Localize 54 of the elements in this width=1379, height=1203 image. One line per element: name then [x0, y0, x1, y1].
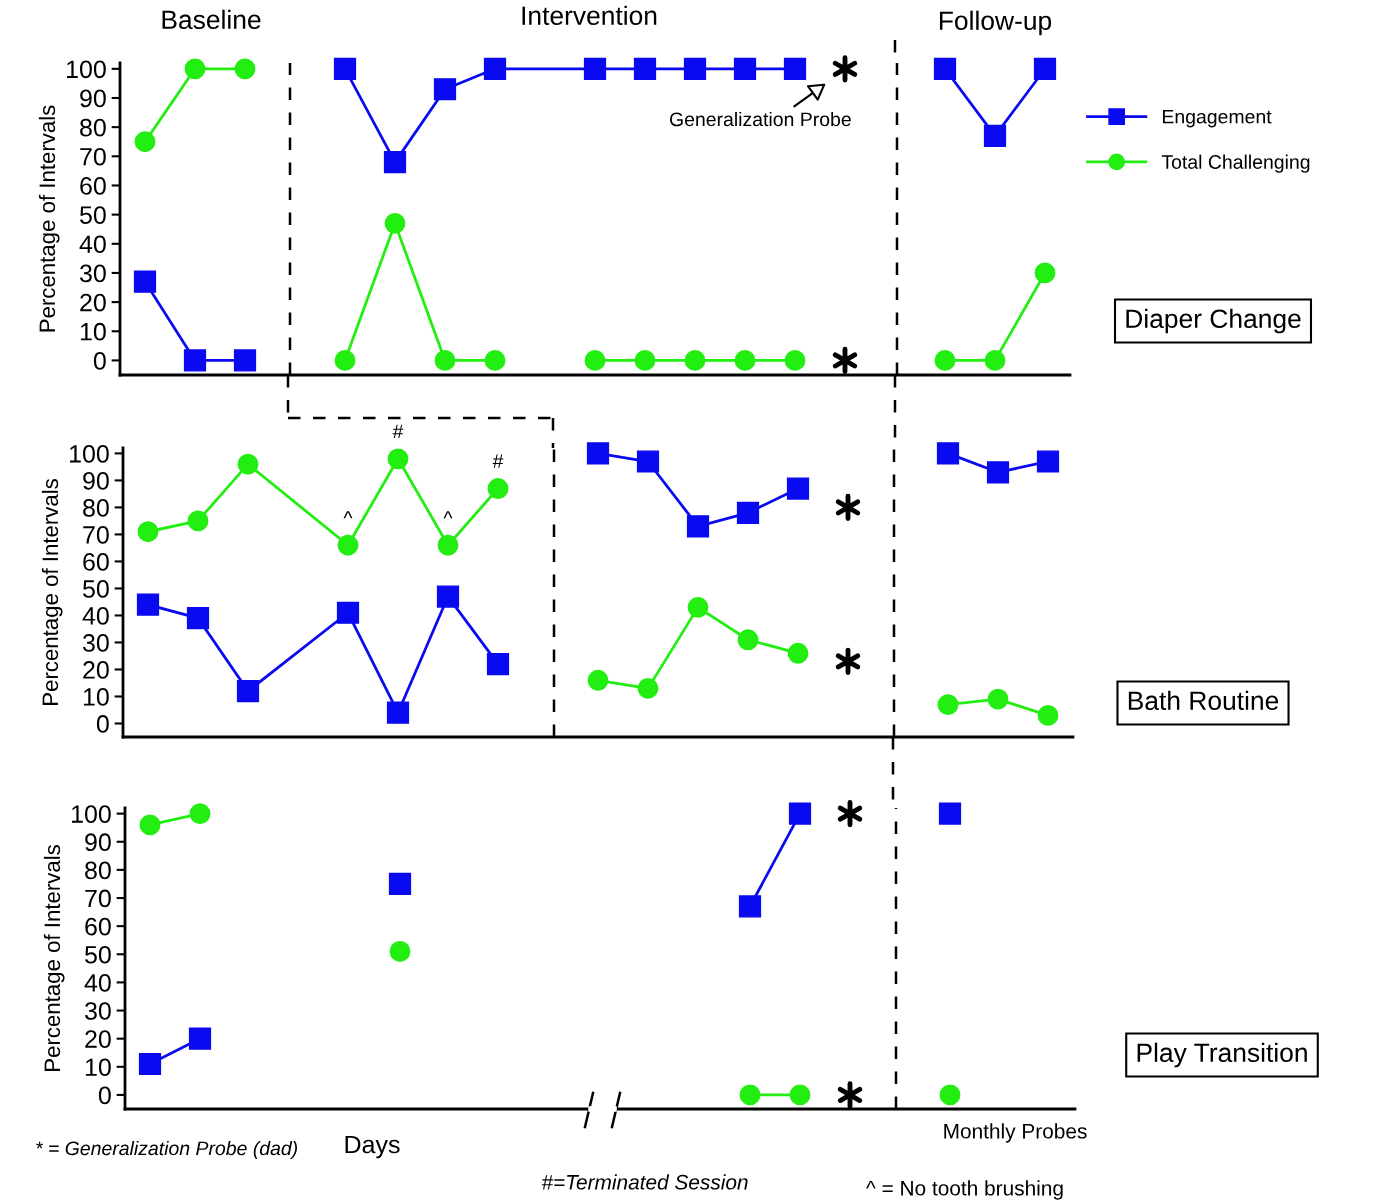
y-tick-label: 70 — [80, 147, 106, 166]
y-tick-label: 10 — [83, 688, 109, 706]
text: Baseline — [162, 9, 261, 30]
y-tick-label: 40 — [84, 974, 111, 992]
y-tick-label: 90 — [85, 833, 111, 852]
y-tick-label: 10 — [85, 1058, 111, 1077]
text: ^ = No tooth brushing — [866, 1180, 1063, 1200]
y-tick-label: 100 — [70, 445, 109, 463]
text: Intervention — [522, 5, 657, 26]
y-tick-label: 20 — [80, 293, 106, 312]
legend-label: Engagement — [1162, 109, 1272, 128]
y-tick-label: 0 — [98, 1086, 111, 1105]
y-tick-label: 50 — [80, 206, 106, 224]
y-tick-label: 50 — [83, 580, 109, 598]
y-tick-label: 10 — [80, 322, 106, 341]
text: #=Terminated Session — [541, 1174, 748, 1190]
y-tick-label: 100 — [72, 805, 111, 823]
y-tick-label: 70 — [83, 526, 109, 544]
y-axis-title: Percentage of Intervals — [38, 105, 60, 332]
y-tick-label: 90 — [83, 472, 109, 490]
data-label: ^ — [343, 511, 353, 519]
y-tick-label: 60 — [83, 553, 109, 571]
text: Diaper Change — [1126, 308, 1301, 334]
annotation: Generalization Probe — [669, 111, 851, 127]
y-tick-label: 0 — [93, 352, 106, 370]
y-axis-title: Percentage of Intervals — [43, 845, 65, 1071]
text: Monthly Probes — [944, 1123, 1087, 1143]
y-tick-label: 90 — [80, 89, 106, 108]
y-tick-label: 40 — [82, 607, 109, 625]
text: Follow-up — [939, 10, 1052, 36]
y-tick-label: 30 — [82, 634, 109, 652]
data-label: # — [492, 454, 504, 468]
text: * = Generalization Probe (dad) — [36, 1140, 298, 1160]
text: Play Transition — [1137, 1042, 1307, 1068]
y-axis-title: Percentage of Intervals — [41, 479, 63, 705]
y-tick-label: 80 — [80, 118, 106, 137]
y-tick-label: 40 — [79, 235, 106, 254]
y-tick-label: 50 — [85, 945, 111, 964]
y-tick-label: 60 — [80, 177, 106, 195]
y-tick-label: 70 — [85, 889, 111, 908]
y-tick-label: 80 — [85, 861, 111, 880]
x-axis-title: Days — [345, 1135, 400, 1159]
y-tick-label: 0 — [96, 715, 109, 733]
y-tick-label: 30 — [79, 264, 106, 283]
data-label: ^ — [443, 511, 453, 519]
legend-label: Total Challenging — [1161, 154, 1310, 173]
text: Bath Routine — [1128, 690, 1279, 711]
y-tick-label: 100 — [67, 60, 106, 79]
y-tick-label: 20 — [83, 661, 109, 679]
data-label: # — [392, 424, 404, 439]
y-tick-label: 60 — [85, 917, 111, 936]
y-tick-label: 80 — [83, 499, 109, 517]
y-tick-label: 30 — [84, 1002, 111, 1020]
y-tick-label: 20 — [85, 1030, 111, 1048]
